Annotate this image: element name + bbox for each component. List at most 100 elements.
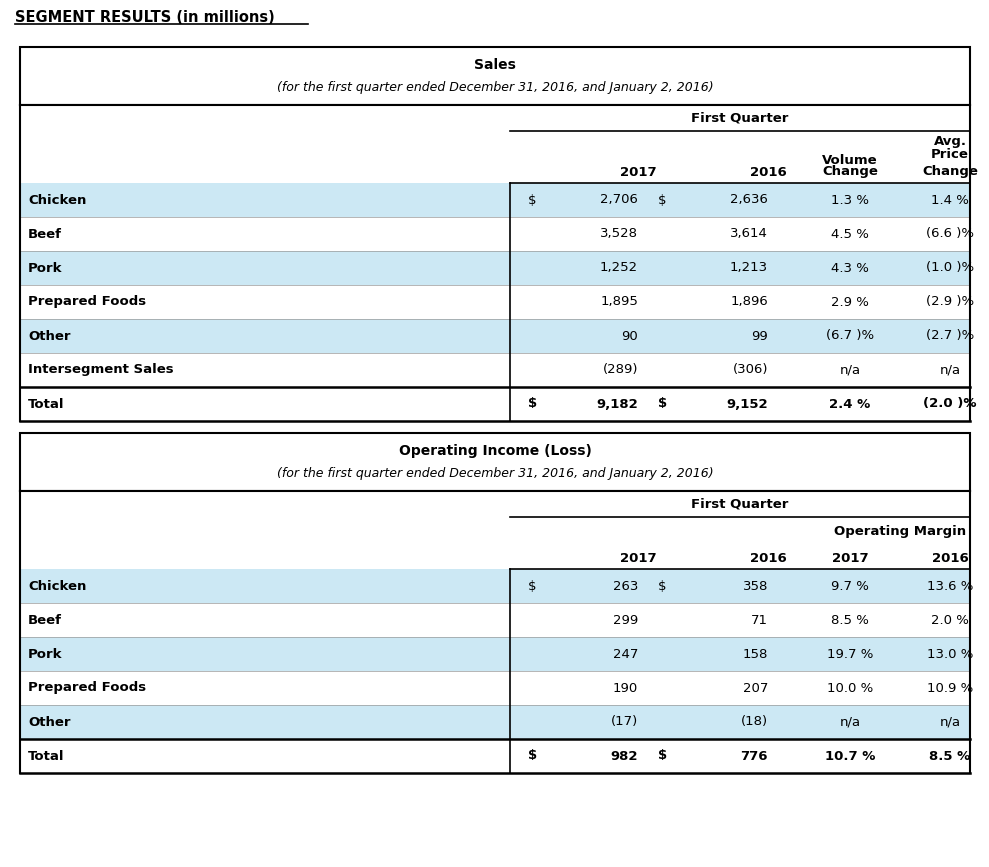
Text: 4.3 %: 4.3 % bbox=[831, 262, 869, 275]
Text: 299: 299 bbox=[613, 614, 638, 627]
Text: 2.0 %: 2.0 % bbox=[931, 614, 969, 627]
Text: 3,528: 3,528 bbox=[600, 227, 638, 240]
Text: Total: Total bbox=[28, 749, 64, 762]
Text: Change: Change bbox=[922, 166, 978, 179]
Text: 99: 99 bbox=[752, 329, 768, 342]
Text: 1,896: 1,896 bbox=[730, 296, 768, 309]
Text: 2016: 2016 bbox=[750, 166, 786, 179]
Text: 1.4 %: 1.4 % bbox=[931, 193, 969, 206]
Bar bbox=[20, 319, 970, 353]
Text: 776: 776 bbox=[741, 749, 768, 762]
Text: (2.7 )%: (2.7 )% bbox=[926, 329, 974, 342]
Text: Pork: Pork bbox=[28, 648, 62, 661]
Text: Price: Price bbox=[931, 148, 969, 161]
Text: $: $ bbox=[528, 579, 536, 592]
Text: 90: 90 bbox=[621, 329, 638, 342]
Bar bbox=[20, 47, 970, 105]
Text: 1,252: 1,252 bbox=[600, 262, 638, 275]
Text: 158: 158 bbox=[743, 648, 768, 661]
Text: 13.6 %: 13.6 % bbox=[927, 579, 973, 592]
Text: $: $ bbox=[528, 193, 536, 206]
Text: 207: 207 bbox=[743, 681, 768, 694]
Text: Avg.: Avg. bbox=[934, 134, 966, 147]
Text: 8.5 %: 8.5 % bbox=[930, 749, 970, 762]
Text: 247: 247 bbox=[612, 648, 638, 661]
Text: $: $ bbox=[528, 749, 537, 762]
Bar bbox=[20, 603, 970, 637]
Bar bbox=[20, 671, 970, 705]
Bar bbox=[20, 387, 970, 421]
Text: (2.9 )%: (2.9 )% bbox=[926, 296, 974, 309]
Text: 10.0 %: 10.0 % bbox=[827, 681, 873, 694]
Text: Operating Margin: Operating Margin bbox=[834, 525, 966, 538]
Text: 9,152: 9,152 bbox=[726, 397, 768, 410]
Text: Chicken: Chicken bbox=[28, 193, 86, 206]
Text: 13.0 %: 13.0 % bbox=[927, 648, 973, 661]
Bar bbox=[20, 131, 970, 183]
Text: 263: 263 bbox=[612, 579, 638, 592]
Bar bbox=[20, 105, 970, 131]
Text: 19.7 %: 19.7 % bbox=[827, 648, 873, 661]
Text: 2017: 2017 bbox=[832, 551, 868, 564]
Text: 10.9 %: 10.9 % bbox=[927, 681, 973, 694]
Text: Beef: Beef bbox=[28, 227, 62, 240]
Text: 2017: 2017 bbox=[620, 551, 657, 564]
Text: (17): (17) bbox=[611, 715, 638, 728]
Text: (2.0 )%: (2.0 )% bbox=[924, 397, 977, 410]
Text: n/a: n/a bbox=[840, 715, 860, 728]
Text: First Quarter: First Quarter bbox=[691, 112, 788, 125]
Text: (6.6 )%: (6.6 )% bbox=[926, 227, 974, 240]
Text: 358: 358 bbox=[743, 579, 768, 592]
Text: 8.5 %: 8.5 % bbox=[831, 614, 869, 627]
Text: (289): (289) bbox=[602, 363, 638, 376]
Bar bbox=[20, 251, 970, 285]
Text: Other: Other bbox=[28, 715, 70, 728]
Text: Pork: Pork bbox=[28, 262, 62, 275]
Text: 3,614: 3,614 bbox=[730, 227, 768, 240]
Text: Total: Total bbox=[28, 397, 64, 410]
Text: (18): (18) bbox=[741, 715, 768, 728]
Text: $: $ bbox=[658, 193, 667, 206]
Text: Other: Other bbox=[28, 329, 70, 342]
Bar bbox=[20, 183, 970, 217]
Text: 1,213: 1,213 bbox=[730, 262, 768, 275]
Text: Prepared Foods: Prepared Foods bbox=[28, 681, 146, 694]
Bar bbox=[20, 433, 970, 491]
Text: 2.9 %: 2.9 % bbox=[831, 296, 869, 309]
Text: $: $ bbox=[658, 749, 668, 762]
Text: Intersegment Sales: Intersegment Sales bbox=[28, 363, 174, 376]
Text: First Quarter: First Quarter bbox=[691, 498, 788, 511]
Text: (6.7 )%: (6.7 )% bbox=[826, 329, 874, 342]
Text: 1.3 %: 1.3 % bbox=[831, 193, 869, 206]
Text: (306): (306) bbox=[733, 363, 768, 376]
Text: 190: 190 bbox=[613, 681, 638, 694]
Bar bbox=[20, 217, 970, 251]
Text: $: $ bbox=[528, 397, 537, 410]
Text: 2.4 %: 2.4 % bbox=[830, 397, 870, 410]
Text: 2016: 2016 bbox=[750, 551, 786, 564]
Text: 982: 982 bbox=[610, 749, 638, 762]
Text: 4.5 %: 4.5 % bbox=[831, 227, 869, 240]
Text: Volume: Volume bbox=[822, 154, 878, 167]
Bar bbox=[20, 491, 970, 517]
Text: SEGMENT RESULTS (in millions): SEGMENT RESULTS (in millions) bbox=[15, 10, 275, 24]
Bar bbox=[20, 637, 970, 671]
Text: Sales: Sales bbox=[474, 58, 516, 72]
Bar bbox=[20, 569, 970, 603]
Text: (for the first quarter ended December 31, 2016, and January 2, 2016): (for the first quarter ended December 31… bbox=[277, 466, 713, 479]
Text: Prepared Foods: Prepared Foods bbox=[28, 296, 146, 309]
Bar bbox=[20, 705, 970, 739]
Text: 2,706: 2,706 bbox=[600, 193, 638, 206]
Text: 10.7 %: 10.7 % bbox=[825, 749, 875, 762]
Text: (for the first quarter ended December 31, 2016, and January 2, 2016): (for the first quarter ended December 31… bbox=[277, 81, 713, 94]
Text: Chicken: Chicken bbox=[28, 579, 86, 592]
Text: Beef: Beef bbox=[28, 614, 62, 627]
Text: 2017: 2017 bbox=[620, 166, 657, 179]
Bar bbox=[20, 353, 970, 387]
Text: Change: Change bbox=[822, 166, 878, 179]
Text: 2,636: 2,636 bbox=[730, 193, 768, 206]
Text: n/a: n/a bbox=[940, 715, 960, 728]
Text: Operating Income (Loss): Operating Income (Loss) bbox=[399, 444, 591, 458]
Text: $: $ bbox=[658, 579, 667, 592]
Text: $: $ bbox=[658, 397, 668, 410]
